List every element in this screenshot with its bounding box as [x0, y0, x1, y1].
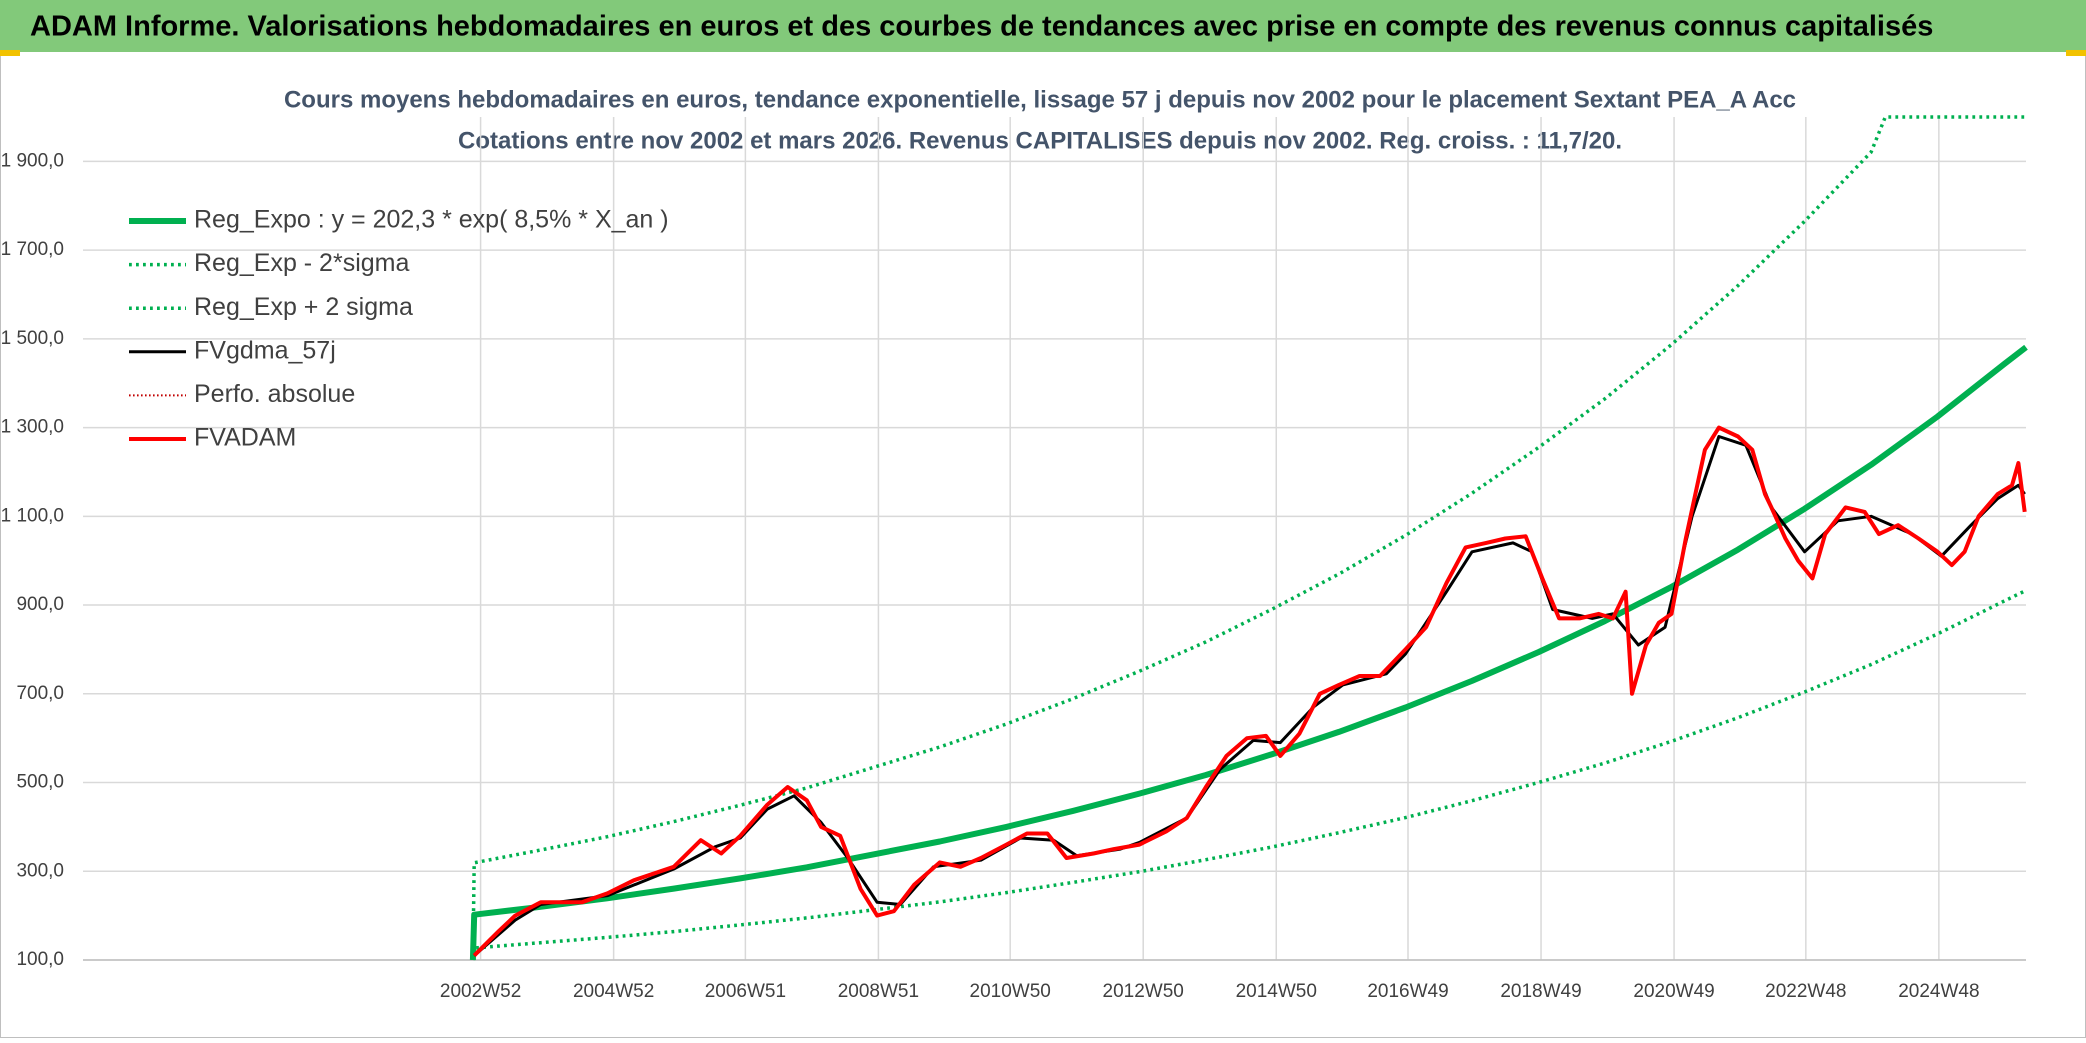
chart-subtitle: Cours moyens hebdomadaires en euros, ten…: [284, 86, 1796, 113]
y-tick-label: 100,0: [16, 949, 64, 970]
x-tick-label: 2016W49: [1367, 981, 1448, 1002]
chart-subtitle: Cotations entre nov 2002 et mars 2026. R…: [458, 127, 1622, 154]
legend-label: Perfo. absolue: [194, 380, 355, 408]
x-tick-label: 2014W50: [1236, 981, 1317, 1002]
x-tick-label: 2020W49: [1633, 981, 1714, 1002]
x-tick-label: 2012W50: [1103, 981, 1184, 1002]
corner-mark: [0, 50, 20, 56]
legend-label: Reg_Exp - 2*sigma: [194, 249, 409, 277]
x-tick-label: 2024W48: [1898, 981, 1979, 1002]
series-line: [471, 588, 2027, 961]
x-tick-label: 2002W52: [440, 981, 521, 1002]
series-line: [469, 344, 2028, 961]
y-tick-label: 700,0: [16, 683, 64, 704]
corner-mark: [2066, 50, 2086, 56]
title-bar: [0, 0, 2086, 52]
x-tick-label: 2004W52: [573, 981, 654, 1002]
series-line: [471, 115, 2026, 961]
legend-label: FVADAM: [194, 424, 296, 452]
y-tick-label: 1 300,0: [1, 417, 64, 438]
chart-title: ADAM Informe. Valorisations hebdomadaire…: [30, 11, 1933, 43]
x-tick-label: 2010W50: [970, 981, 1051, 1002]
y-tick-label: 500,0: [16, 772, 64, 793]
legend-label: Reg_Exp + 2 sigma: [194, 293, 413, 321]
x-tick-label: 2008W51: [838, 981, 919, 1002]
x-tick-label: 2006W51: [705, 981, 786, 1002]
series-line: [472, 425, 2027, 958]
y-tick-label: 1 100,0: [1, 505, 64, 526]
x-tick-label: 2018W49: [1500, 981, 1581, 1002]
y-tick-label: 1 900,0: [1, 150, 64, 171]
legend-label: Reg_Expo : y = 202,3 * exp( 8,5% * X_an …: [194, 206, 669, 234]
y-tick-label: 300,0: [16, 860, 64, 881]
legend-label: FVgdma_57j: [194, 336, 336, 364]
y-tick-label: 900,0: [16, 594, 64, 615]
y-tick-label: 1 700,0: [1, 239, 64, 260]
y-tick-label: 1 500,0: [1, 328, 64, 349]
x-tick-label: 2022W48: [1765, 981, 1846, 1002]
series-line: [473, 435, 2026, 957]
